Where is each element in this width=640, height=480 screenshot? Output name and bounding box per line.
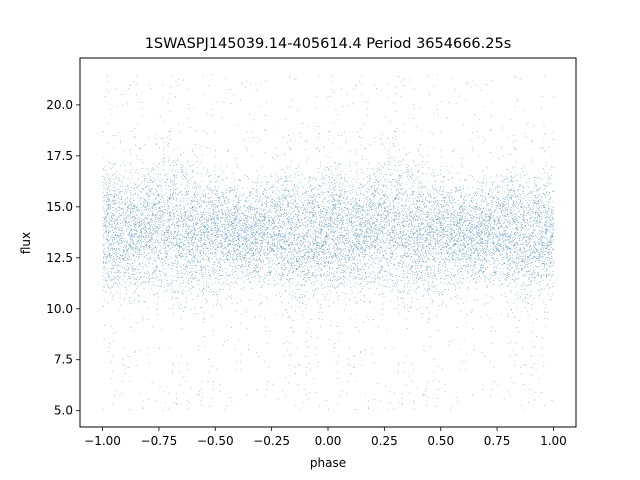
y-tick-label: 20.0 [46, 98, 73, 112]
y-tick-label: 7.5 [54, 353, 73, 367]
y-tick-label: 15.0 [46, 200, 73, 214]
y-tick-label: 17.5 [46, 149, 73, 163]
x-tick-label: 0.50 [427, 434, 454, 448]
y-tick-label: 12.5 [46, 251, 73, 265]
y-axis-ticks: 5.0 7.5 10.0 12.5 15.0 17.5 20.0 [46, 98, 80, 418]
y-tick-label: 5.0 [54, 404, 73, 418]
y-axis-label: flux [19, 232, 33, 254]
x-axis-label: phase [310, 456, 346, 470]
chart-title: 1SWASPJ145039.14-405614.4 Period 3654666… [145, 36, 512, 52]
x-tick-label: 0.25 [371, 434, 398, 448]
flux-points [102, 74, 555, 411]
x-tick-label: 0.75 [484, 434, 511, 448]
y-tick-label: 10.0 [46, 302, 73, 316]
x-tick-label: −0.50 [197, 434, 234, 448]
x-tick-label: −1.00 [84, 434, 121, 448]
x-tick-label: 0.00 [315, 434, 342, 448]
x-axis-ticks: −1.00 −0.75 −0.50 −0.25 0.00 0.25 0.50 0.75 1.00 [84, 427, 567, 448]
x-tick-label: 1.00 [540, 434, 567, 448]
scatter-points [102, 74, 555, 411]
x-tick-label: −0.75 [141, 434, 178, 448]
x-tick-label: −0.25 [253, 434, 290, 448]
